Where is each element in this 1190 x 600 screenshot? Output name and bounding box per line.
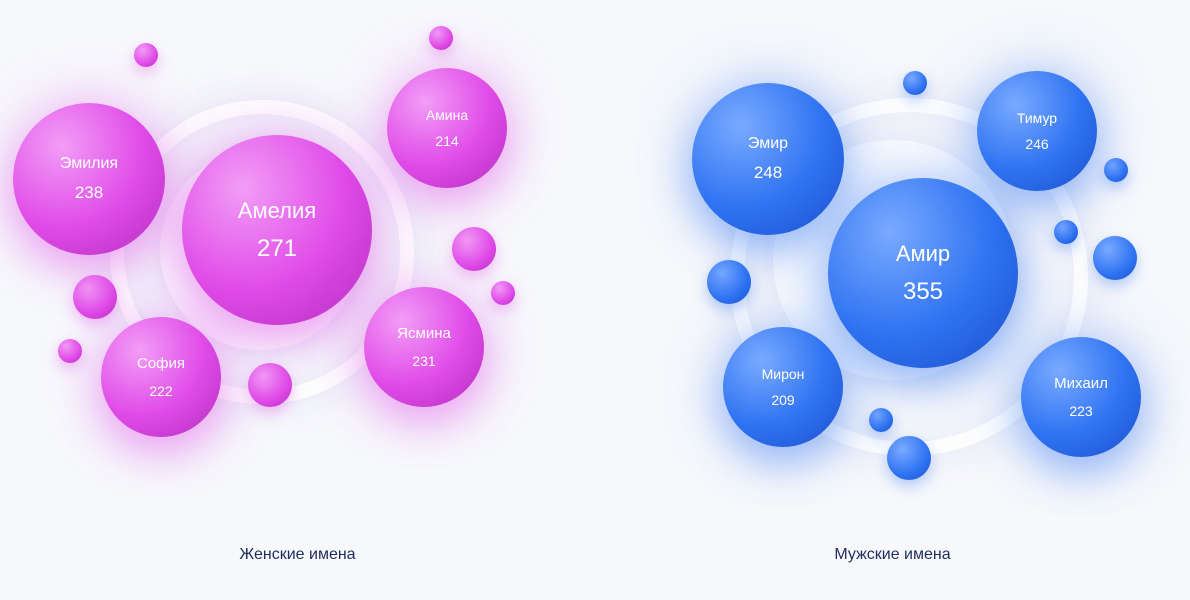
bubble-name-label: Амелия: [237, 197, 317, 223]
decorative-dot: [887, 436, 931, 480]
bubble-value-label: 248: [753, 163, 783, 183]
bubble-name-label: Мирон: [761, 365, 805, 382]
decorative-dot: [1054, 220, 1078, 244]
name-bubble: Амелия 271: [182, 135, 372, 325]
decorative-dot: [869, 408, 893, 432]
decorative-dot: [1104, 158, 1128, 182]
bubble-value-label: 246: [1025, 136, 1049, 152]
decorative-dot: [1093, 236, 1137, 280]
bubble-value-label: 271: [256, 234, 298, 262]
decorative-dot: [58, 339, 82, 363]
female-names-chart: Женские имена Амелия 271 Эмилия 238 Ясмина 23…: [13, 26, 515, 563]
bubble-name-label: Амина: [425, 106, 469, 123]
chart-caption: Женские имена: [239, 546, 356, 563]
bubble-name-label: Михаил: [1054, 375, 1108, 393]
bubble-value-label: 222: [149, 382, 173, 399]
name-bubble: Эмир 248: [692, 83, 844, 235]
chart-caption: Мужские имена: [834, 546, 951, 563]
decorative-dot: [429, 26, 453, 50]
decorative-dot: [248, 363, 292, 407]
name-bubble: Мирон 209: [723, 327, 843, 447]
bubble-name-label: София: [136, 355, 186, 373]
decorative-dot: [134, 43, 158, 67]
bubble-value-label: 238: [74, 183, 104, 203]
decorative-dot: [73, 275, 117, 319]
bubble-value-label: 231: [412, 352, 436, 369]
bubble-value-label: 209: [771, 392, 795, 408]
decorative-dot: [491, 281, 515, 305]
bubble-value-label: 214: [435, 133, 459, 149]
bubble-name-label: Эмир: [747, 135, 789, 153]
male-names-chart: Мужские имена Амир 355 Эмир 248 Тимур 246 Миха…: [595, 0, 1190, 600]
name-bubble: Михаил 223: [1021, 337, 1141, 457]
decorative-dot: [707, 260, 751, 304]
bubble-value-label: 223: [1069, 402, 1093, 419]
decorative-dot: [903, 71, 927, 95]
name-bubble: Ясмина 231: [364, 287, 484, 407]
name-bubble: Амир 355: [828, 178, 1018, 368]
bubble-value-label: 355: [902, 277, 944, 305]
bubble-name-label: Амир: [895, 240, 951, 266]
name-bubble: Амина 214: [387, 68, 507, 188]
name-bubble: Эмилия 238: [13, 103, 165, 255]
decorative-dot: [452, 227, 496, 271]
bubble-name-label: Тимур: [1016, 109, 1058, 126]
bubble-name-label: Эмилия: [59, 155, 119, 173]
bubble-name-label: Ясмина: [397, 325, 451, 343]
name-bubble: Тимур 246: [977, 71, 1097, 191]
name-bubble: София 222: [101, 317, 221, 437]
